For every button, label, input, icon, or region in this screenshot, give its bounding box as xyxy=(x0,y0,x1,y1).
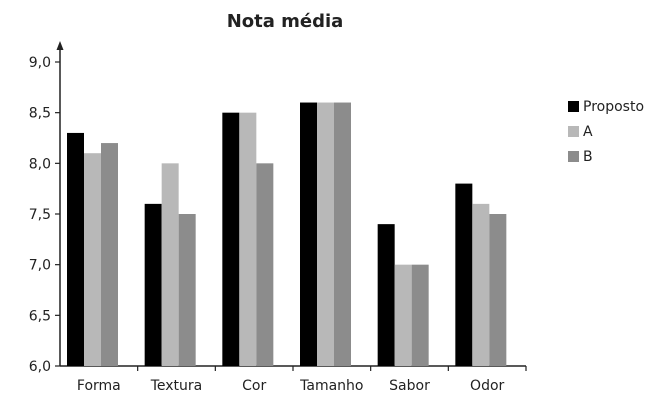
x-tick-label: Odor xyxy=(470,378,504,394)
bars xyxy=(67,102,507,367)
bar-textura-b xyxy=(178,214,196,366)
legend: Proposto AB xyxy=(568,99,644,165)
bar-forma-proposto xyxy=(67,132,84,366)
legend-label-a: A xyxy=(583,124,593,140)
bar-forma-b xyxy=(101,143,118,366)
y-tick-label: 6,5 xyxy=(29,308,51,324)
bar-tamanho-b xyxy=(334,102,351,367)
chart-title: Nota média xyxy=(227,11,344,32)
y-axis-arrow xyxy=(56,41,64,50)
legend-swatch-proposto xyxy=(568,101,579,112)
x-tick-label: Textura xyxy=(150,378,203,394)
bar-textura-proposto xyxy=(144,203,162,366)
legend-label-b: B xyxy=(583,149,593,165)
bar-cor-b xyxy=(256,163,274,366)
y-tick-label: 7,0 xyxy=(29,258,51,274)
legend-label-proposto: Proposto xyxy=(583,99,644,115)
bar-odor-a xyxy=(472,203,490,366)
bar-cor-a xyxy=(239,112,257,367)
x-tick-label: Cor xyxy=(242,378,266,394)
bar-sabor-b xyxy=(411,264,429,366)
axes: 6,0 6,5 7,0 7,5 8,0 8,5 9,0 Forma Textura Cor Tama… xyxy=(29,41,527,394)
bar-tamanho-a xyxy=(317,102,334,367)
bar-sabor-proposto xyxy=(377,224,395,366)
y-tick-label: 6,0 xyxy=(29,359,51,375)
bar-odor-proposto xyxy=(455,183,473,366)
bar-sabor-a xyxy=(394,264,412,366)
bar-cor-proposto xyxy=(222,112,240,367)
y-tick-label: 7,5 xyxy=(29,207,51,223)
x-tick-label: Sabor xyxy=(389,378,430,394)
bar-tamanho-proposto xyxy=(300,102,317,367)
bar-odor-b xyxy=(489,214,507,366)
legend-swatch-b xyxy=(568,151,579,162)
y-tick-label: 8,0 xyxy=(29,156,51,172)
bar-textura-a xyxy=(161,163,179,366)
y-tick-label: 9,0 xyxy=(29,55,51,71)
x-tick-label: Tamanho xyxy=(299,378,363,394)
y-tick-label: 8,5 xyxy=(29,106,51,122)
bar-forma-a xyxy=(84,153,101,366)
legend-swatch-a xyxy=(568,126,579,137)
x-tick-label: Forma xyxy=(77,378,121,394)
